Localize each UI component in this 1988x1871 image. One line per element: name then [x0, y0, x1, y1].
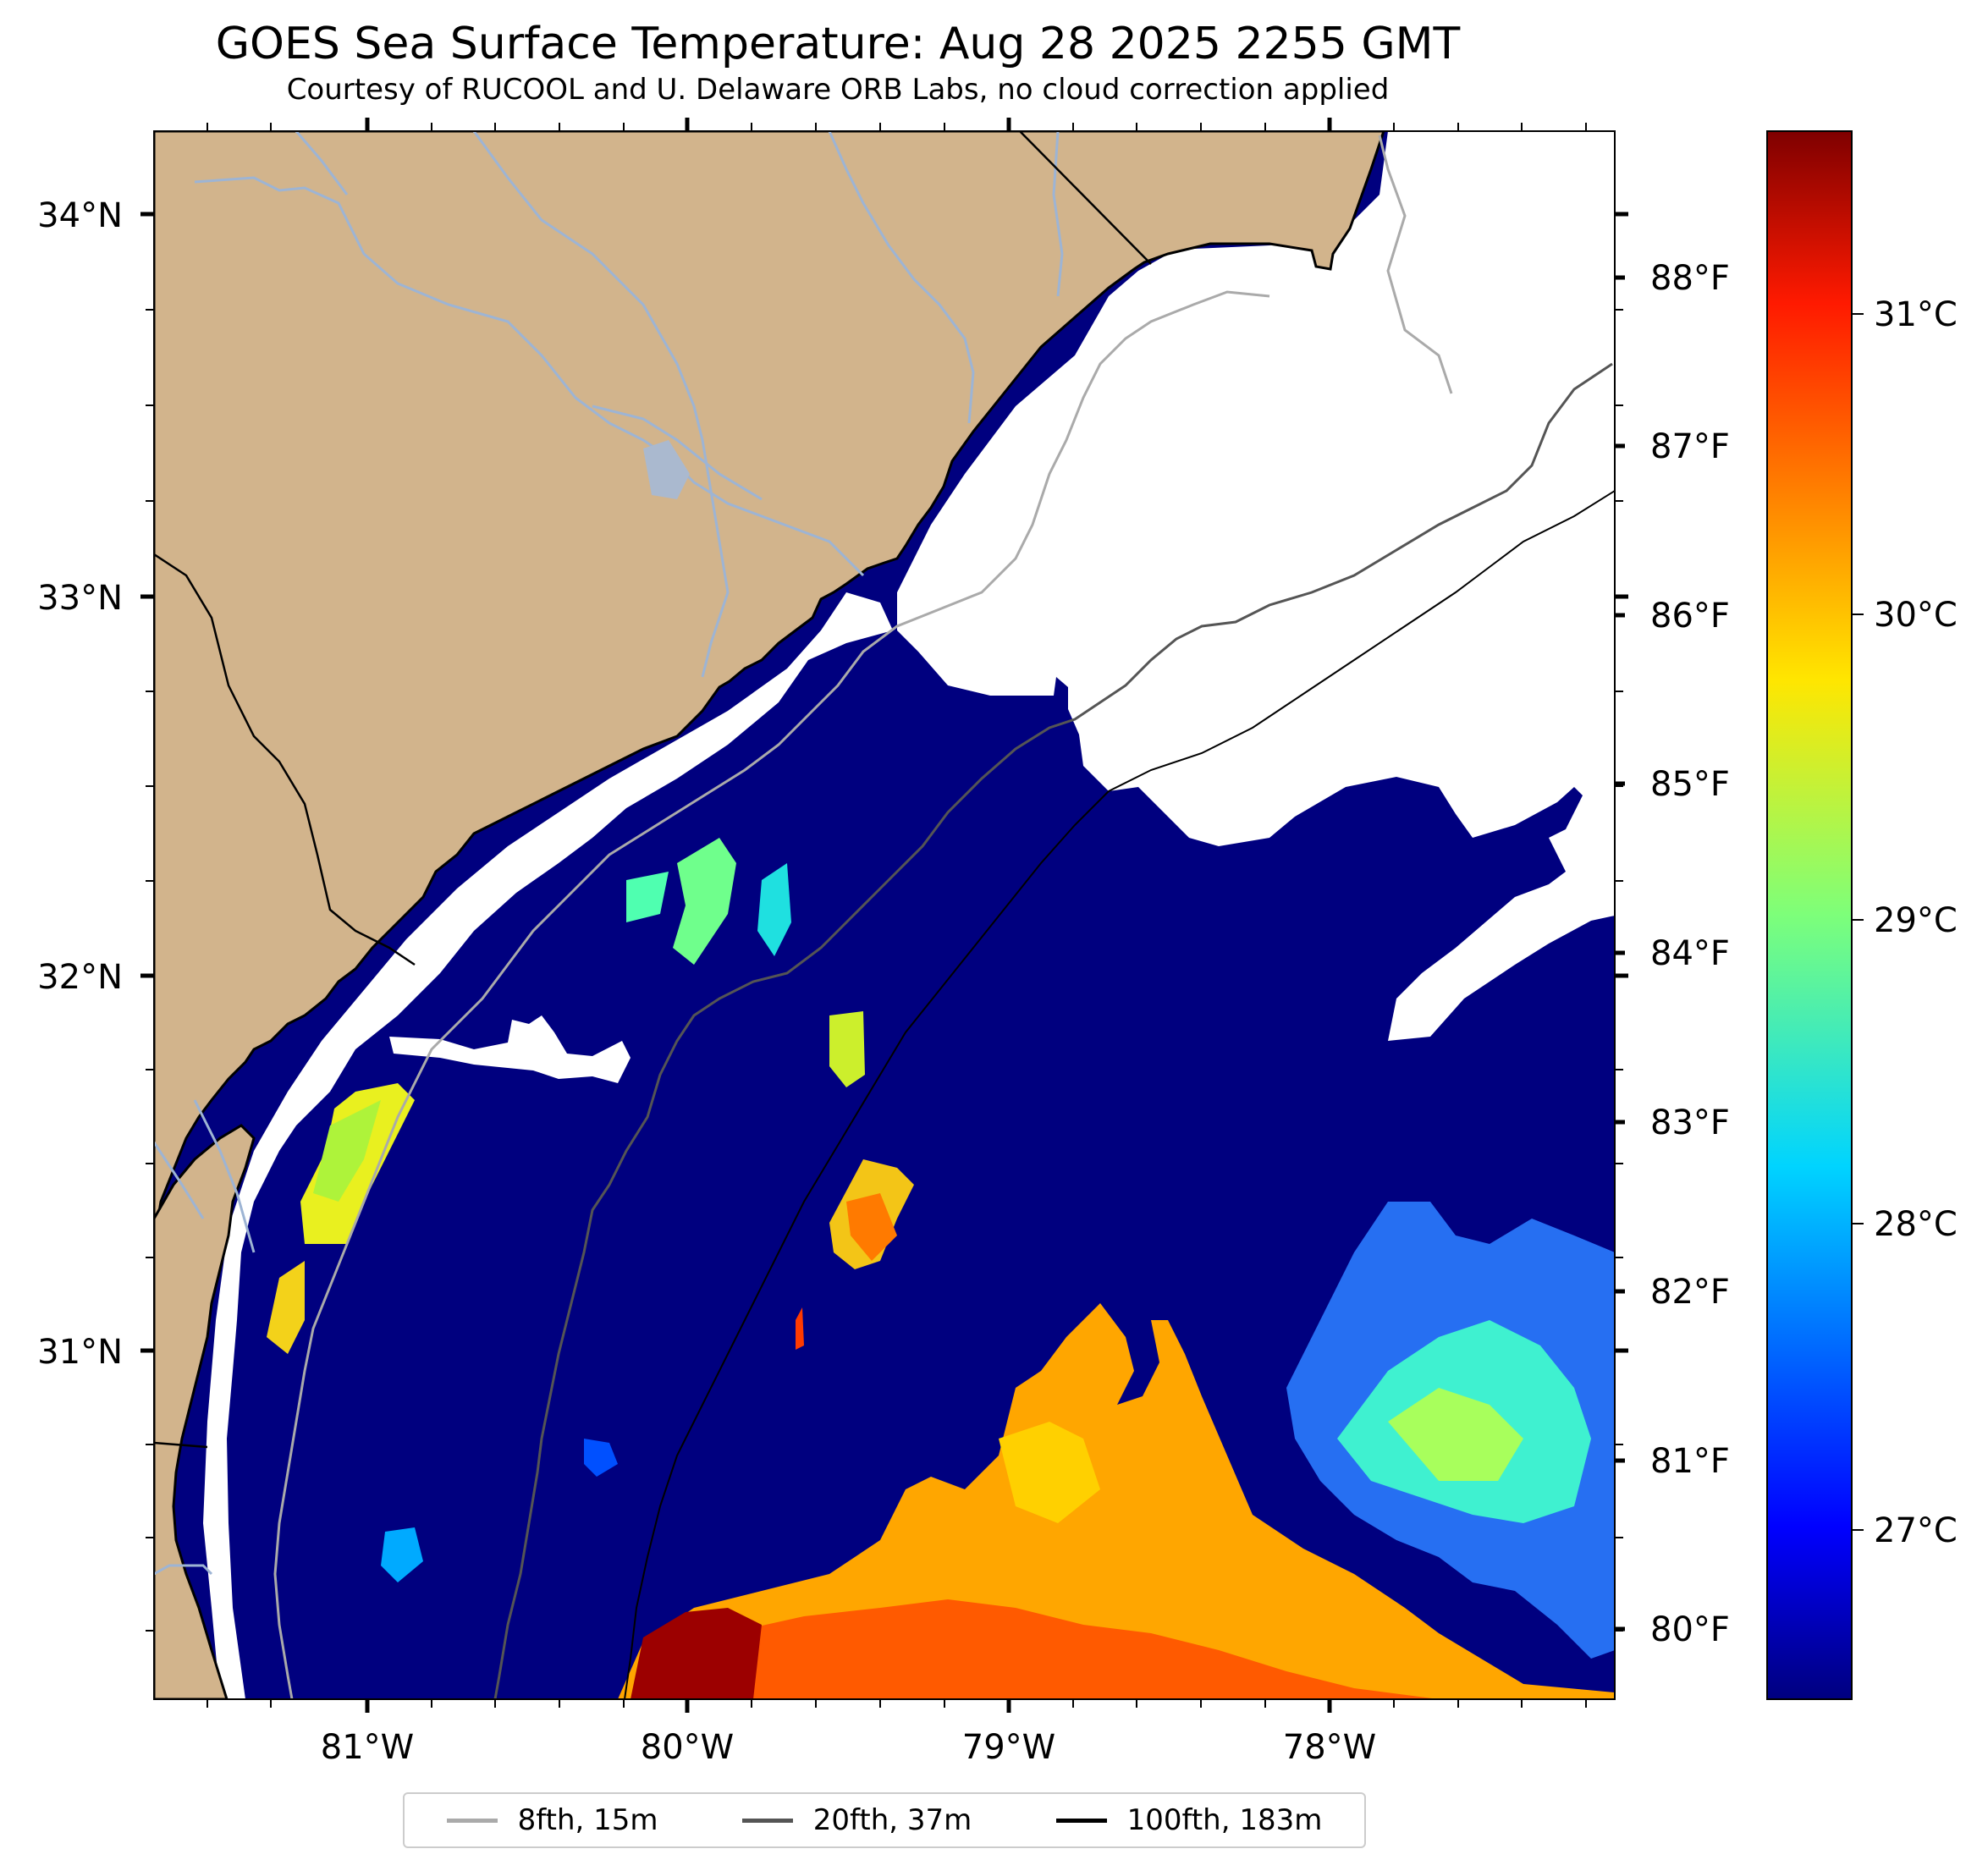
legend-label-100fth: 100fth, 183m: [1126, 1803, 1323, 1837]
lon-label-78: 78°W: [1283, 1728, 1376, 1767]
cbar-label-30c: 30°C: [1874, 596, 1958, 635]
legend-swatch-8fth: [446, 1818, 498, 1823]
f-label-85: 85°F: [1650, 765, 1730, 804]
sst-features: [267, 838, 1615, 1699]
cbar-label-31c: 31°C: [1874, 295, 1958, 334]
land-mass: [154, 131, 1385, 1229]
f-label-87: 87°F: [1650, 427, 1730, 466]
lat-label-31: 31°N: [37, 1333, 123, 1372]
isobath-100fth: [624, 490, 1615, 1699]
f-label-84: 84°F: [1650, 934, 1730, 973]
lat-label-33: 33°N: [37, 579, 123, 618]
f-label-88: 88°F: [1650, 259, 1730, 298]
lon-label-79: 79°W: [962, 1728, 1055, 1767]
f-label-86: 86°F: [1650, 597, 1730, 636]
map-title: GOES Sea Surface Temperature: Aug 28 202…: [215, 19, 1461, 69]
minor-ticks: [146, 123, 1623, 1708]
map-area: [154, 131, 1615, 1699]
cbar-label-29c: 29°C: [1874, 901, 1958, 940]
legend-swatch-20fth: [741, 1818, 793, 1823]
f-label-80: 80°F: [1650, 1610, 1730, 1649]
cbar-label-28c: 28°C: [1874, 1205, 1958, 1244]
colorbar: [1766, 130, 1853, 1700]
lon-label-80: 80°W: [641, 1728, 734, 1767]
legend-item-100fth: 100fth, 183m: [1055, 1803, 1323, 1837]
land-mass-south: [154, 1124, 256, 1699]
legend-item-8fth: 8fth, 15m: [446, 1803, 658, 1837]
cbar-label-27c: 27°C: [1874, 1511, 1958, 1550]
major-ticks: [140, 118, 1628, 1713]
legend-label-8fth: 8fth, 15m: [517, 1803, 658, 1837]
legend-swatch-100fth: [1055, 1818, 1107, 1823]
colorbar-ticks: [1852, 313, 1864, 1531]
isobaths: [273, 135, 1615, 1699]
rivers: [154, 131, 1064, 1576]
f-label-83: 83°F: [1650, 1103, 1730, 1142]
lat-label-34: 34°N: [37, 196, 123, 235]
lake-marion: [643, 440, 690, 499]
map-frame: [153, 130, 1616, 1700]
legend-item-20fth: 20fth, 37m: [741, 1803, 972, 1837]
f-label-82: 82°F: [1650, 1273, 1730, 1312]
map-subtitle: Courtesy of RUCOOL and U. Delaware ORB L…: [286, 73, 1390, 107]
isobath-20fth: [493, 362, 1613, 1699]
f-label-81: 81°F: [1650, 1442, 1730, 1481]
lat-label-32: 32°N: [37, 958, 123, 997]
isobath-8fth: [273, 135, 1453, 1699]
cloud-mask: [203, 131, 1615, 1699]
isobath-legend: 8fth, 15m 20fth, 37m 100fth, 183m: [403, 1792, 1366, 1848]
lon-label-81: 81°W: [321, 1728, 414, 1767]
legend-label-20fth: 20fth, 37m: [812, 1803, 972, 1837]
state-borders: [154, 131, 1152, 1449]
